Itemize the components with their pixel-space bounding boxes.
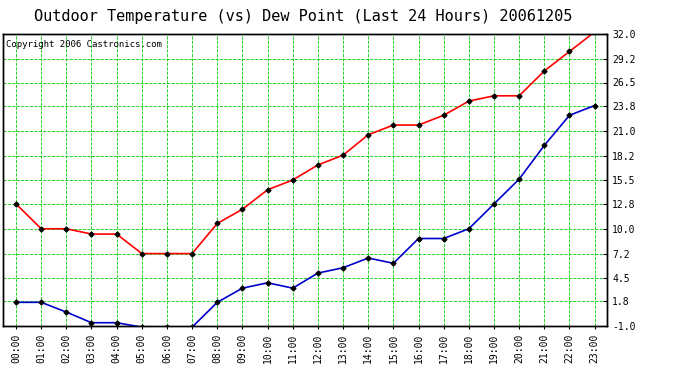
Text: Copyright 2006 Castronics.com: Copyright 2006 Castronics.com (6, 40, 162, 49)
Text: Outdoor Temperature (vs) Dew Point (Last 24 Hours) 20061205: Outdoor Temperature (vs) Dew Point (Last… (34, 9, 573, 24)
